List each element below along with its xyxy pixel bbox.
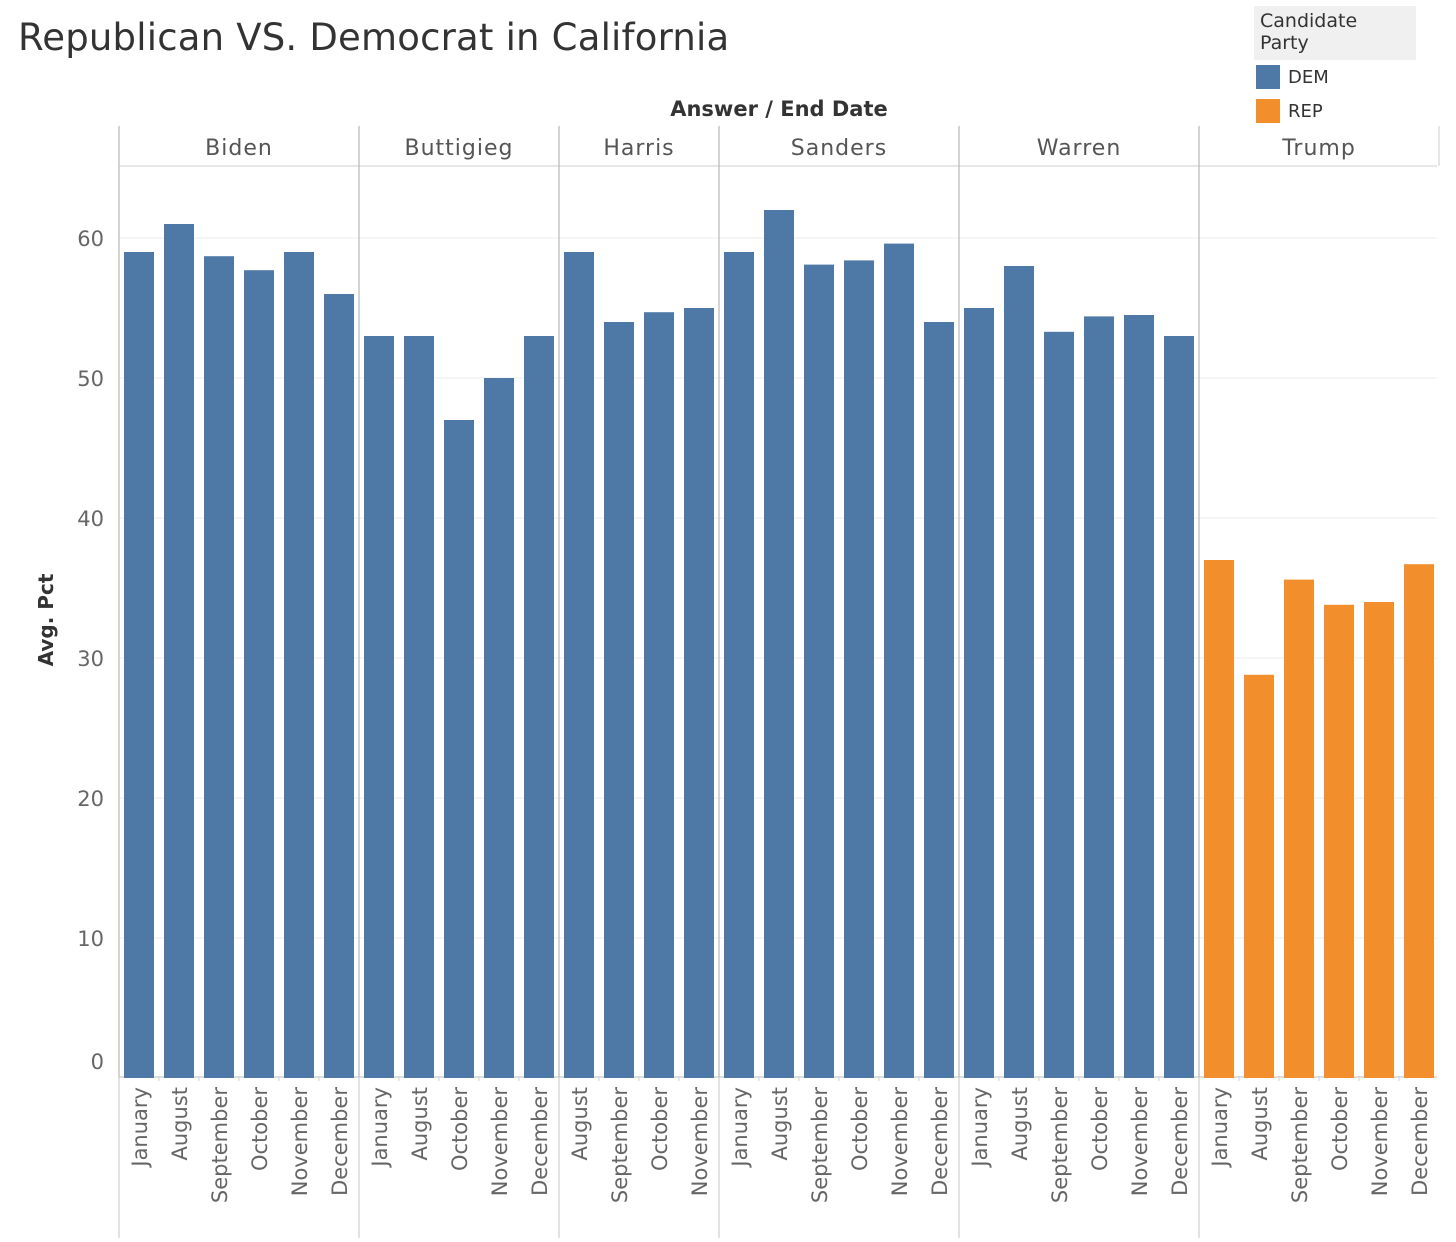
x-tick-label: January xyxy=(968,1087,992,1169)
bar-warren-december xyxy=(1164,336,1194,1078)
x-tick-label: December xyxy=(328,1087,352,1196)
bar-sanders-december xyxy=(924,322,954,1078)
x-tick-label: November xyxy=(488,1087,512,1197)
column-header: Answer / End Date xyxy=(670,97,888,121)
bar-buttigieg-october xyxy=(444,420,474,1078)
bar-biden-october xyxy=(244,270,274,1078)
legend[interactable]: Candidate Party DEM REP xyxy=(1254,6,1416,128)
x-tick-label: January xyxy=(728,1087,752,1169)
panel-header-biden: Biden xyxy=(205,136,273,161)
y-tick-label: 20 xyxy=(77,787,104,811)
bar-warren-january xyxy=(964,308,994,1078)
bar-trump-september xyxy=(1284,579,1314,1078)
bar-biden-november xyxy=(284,252,314,1078)
legend-title: Candidate Party xyxy=(1254,6,1416,60)
bar-harris-november xyxy=(684,308,714,1078)
x-tick-label: October xyxy=(1088,1087,1112,1171)
bar-sanders-august xyxy=(764,210,794,1078)
x-tick-label: August xyxy=(408,1087,432,1161)
x-tick-label: October xyxy=(648,1087,672,1171)
y-tick-label: 30 xyxy=(77,647,104,671)
bar-biden-december xyxy=(324,294,354,1078)
bar-sanders-november xyxy=(884,243,914,1079)
legend-item-dem[interactable]: DEM xyxy=(1254,60,1416,94)
bar-trump-january xyxy=(1204,560,1234,1078)
bar-sanders-october xyxy=(844,260,874,1078)
x-tick-label: August xyxy=(768,1087,792,1161)
x-tick-label: October xyxy=(848,1087,872,1171)
x-tick-label: October xyxy=(248,1087,272,1171)
bar-buttigieg-august xyxy=(404,336,434,1078)
bar-buttigieg-november xyxy=(484,378,514,1078)
x-tick-label: August xyxy=(568,1087,592,1161)
x-tick-label: December xyxy=(928,1087,952,1196)
x-tick-label: December xyxy=(1168,1087,1192,1196)
bar-sanders-january xyxy=(724,252,754,1078)
y-tick-label: 10 xyxy=(77,927,104,951)
x-tick-label: November xyxy=(1368,1087,1392,1197)
y-tick-label: 50 xyxy=(77,367,104,391)
bar-biden-september xyxy=(204,256,234,1078)
x-tick-label: January xyxy=(1208,1087,1232,1169)
bar-harris-october xyxy=(644,312,674,1078)
legend-item-rep[interactable]: REP xyxy=(1254,94,1416,128)
panel-header-buttigieg: Buttigieg xyxy=(405,136,514,161)
x-tick-label: November xyxy=(888,1087,912,1197)
y-tick-label: 60 xyxy=(77,227,104,251)
x-tick-label: November xyxy=(688,1087,712,1197)
x-tick-label: September xyxy=(608,1087,632,1203)
x-tick-label: August xyxy=(168,1087,192,1161)
legend-swatch-dem xyxy=(1256,65,1280,89)
x-tick-label: January xyxy=(128,1087,152,1169)
x-tick-label: December xyxy=(1408,1087,1432,1196)
bar-biden-january xyxy=(124,252,154,1078)
x-tick-label: September xyxy=(1288,1087,1312,1203)
x-tick-label: November xyxy=(288,1087,312,1197)
x-tick-label: October xyxy=(448,1087,472,1171)
x-tick-label: September xyxy=(208,1087,232,1203)
x-tick-label: September xyxy=(1048,1087,1072,1203)
x-tick-label: August xyxy=(1008,1087,1032,1161)
panel-header-warren: Warren xyxy=(1037,136,1122,161)
legend-label-dem: DEM xyxy=(1288,66,1329,88)
bar-harris-august xyxy=(564,252,594,1078)
bar-warren-september xyxy=(1044,331,1074,1078)
panel-header-harris: Harris xyxy=(603,136,674,161)
bar-harris-september xyxy=(604,322,634,1078)
panel-header-sanders: Sanders xyxy=(791,136,887,161)
bar-trump-december xyxy=(1404,564,1434,1078)
y-tick-label: 0 xyxy=(91,1050,104,1074)
panel-header-trump: Trump xyxy=(1281,136,1356,161)
x-tick-label: October xyxy=(1328,1087,1352,1171)
bar-biden-august xyxy=(164,224,194,1078)
x-tick-label: September xyxy=(808,1087,832,1203)
y-axis-title: Avg. Pct xyxy=(34,573,58,666)
y-tick-label: 40 xyxy=(77,507,104,531)
bar-warren-august xyxy=(1004,266,1034,1078)
bar-sanders-september xyxy=(804,264,834,1079)
x-tick-label: January xyxy=(368,1087,392,1169)
bar-buttigieg-january xyxy=(364,336,394,1078)
bar-warren-october xyxy=(1084,316,1114,1078)
x-tick-label: December xyxy=(528,1087,552,1196)
x-tick-label: November xyxy=(1128,1087,1152,1197)
legend-swatch-rep xyxy=(1256,99,1280,123)
bar-buttigieg-december xyxy=(524,336,554,1078)
bar-trump-august xyxy=(1244,674,1274,1078)
x-tick-label: August xyxy=(1248,1087,1272,1161)
bar-warren-november xyxy=(1124,315,1154,1078)
chart-title: Republican VS. Democrat in California xyxy=(18,16,730,59)
bar-trump-november xyxy=(1364,602,1394,1078)
bar-trump-october xyxy=(1324,604,1354,1078)
legend-label-rep: REP xyxy=(1288,100,1323,122)
